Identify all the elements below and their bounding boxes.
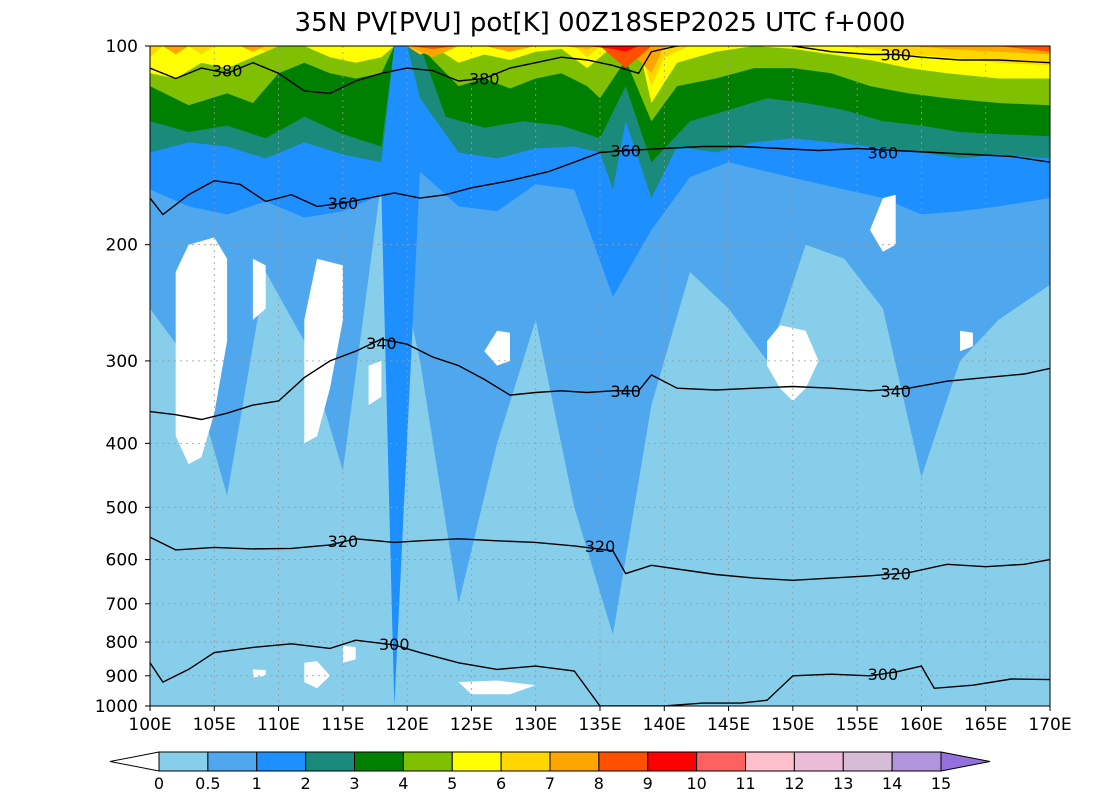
contour-label-340: 340 [610, 382, 641, 401]
x-tick-label: 155E [836, 715, 879, 735]
colorbar-under-arrow [109, 751, 160, 772]
colorbar-swatch [793, 751, 844, 772]
y-tick-label: 900 [106, 667, 138, 687]
x-tick-label: 140E [643, 715, 686, 735]
colorbar-label: 10 [686, 774, 706, 793]
x-tick-label: 125E [450, 715, 493, 735]
potential-temperature-contours: 300 300 320 320 320 340 340 340 360 360 360 380 380 3… [150, 45, 1050, 706]
x-tick-label: 150E [771, 715, 814, 735]
shading-below-zero-1 [252, 258, 266, 320]
colorbar-label: 0.5 [195, 774, 220, 793]
colorbar-swatch [842, 751, 893, 772]
x-axis: 100E 105E 110E 115E 120E 125E 130E 135E 140E 145E… [128, 706, 1072, 735]
y-tick-label: 300 [106, 352, 138, 372]
shading-below-zero-9 [252, 669, 266, 678]
contour-300 [150, 639, 1050, 706]
contour-360 [150, 145, 1050, 216]
x-tick-label: 145E [707, 715, 750, 735]
shading-below-zero-2 [304, 258, 343, 444]
x-tick-label: 170E [1028, 715, 1071, 735]
x-tick-label: 110E [257, 715, 300, 735]
colorbar-swatch [745, 751, 795, 772]
contour-label-360: 360 [868, 144, 899, 163]
colorbar-label: 11 [735, 774, 755, 793]
colorbar-label: 9 [643, 774, 653, 793]
colorbar-swatch [354, 751, 404, 772]
contour-label-340: 340 [880, 382, 911, 401]
y-tick-label: 800 [106, 633, 138, 653]
y-tick-label: 500 [106, 498, 138, 518]
colorbar-swatch [158, 751, 209, 772]
colorbar-label: 12 [784, 774, 804, 793]
contour-label-300: 300 [868, 665, 899, 684]
shading-below-zero-3 [368, 360, 382, 406]
contour-380 [150, 46, 1050, 95]
colorbar-swatch [891, 751, 942, 772]
x-tick-label: 115E [321, 715, 364, 735]
contour-label-380: 380 [469, 69, 500, 88]
contour-label-360: 360 [610, 142, 641, 161]
shading-level-6 [150, 46, 1050, 87]
shading-below-zero-10 [342, 645, 356, 663]
shading-below-zero-5 [767, 325, 819, 401]
colorbar-label: 4 [398, 774, 408, 793]
colorbar-label: 3 [349, 774, 359, 793]
colorbar-label: 14 [882, 774, 902, 793]
colorbar-swatch [207, 751, 258, 772]
colorbar-swatch [256, 751, 307, 772]
y-tick-label: 400 [106, 434, 138, 454]
x-tick-label: 135E [578, 715, 621, 735]
x-tick-label: 105E [193, 715, 236, 735]
colorbar-label: 2 [301, 774, 311, 793]
shading-below-zero-7 [960, 330, 973, 352]
colorbar-label: 6 [496, 774, 506, 793]
shading-below-zero-11 [458, 680, 536, 695]
shading-below-zero-4 [484, 330, 510, 366]
y-axis: 100 200 300 400 500 600 700 800 900 1000 [95, 37, 150, 717]
y-tick-label: 200 [106, 236, 138, 256]
colorbar-over-arrow [940, 751, 991, 772]
contour-label-360: 360 [328, 194, 359, 213]
colorbar-swatch [500, 751, 551, 772]
colorbar-swatch [549, 751, 600, 772]
colorbar-label: 13 [833, 774, 853, 793]
contour-label-300: 300 [379, 635, 410, 654]
colorbar-swatch [696, 751, 746, 772]
contour-label-380: 380 [212, 62, 243, 81]
x-tick-label: 130E [514, 715, 557, 735]
colorbar-swatch [451, 751, 502, 772]
contour-label-320: 320 [328, 532, 359, 551]
shading-below-zero-6 [870, 194, 896, 252]
x-tick-label: 120E [386, 715, 429, 735]
colorbar-label: 8 [594, 774, 604, 793]
shading-below-zero-8 [304, 661, 330, 689]
contour-label-380: 380 [880, 45, 911, 64]
contour-label-340: 340 [366, 334, 397, 353]
colorbar-swatch [305, 751, 355, 772]
colorbar-swatch [598, 751, 649, 772]
y-tick-label: 1000 [95, 697, 138, 717]
chart-title: 35N PV[PVU] pot[K] 00Z18SEP2025 UTC f+00… [295, 8, 906, 38]
contour-label-320: 320 [880, 565, 911, 584]
shading-level-7 [150, 46, 1050, 74]
colorbar-swatch [647, 751, 698, 772]
y-tick-label: 700 [106, 595, 138, 615]
colorbar-swatch [402, 751, 453, 772]
x-tick-label: 165E [964, 715, 1007, 735]
y-tick-label: 100 [106, 37, 138, 57]
contour-320 [150, 536, 1050, 582]
x-tick-label: 160E [900, 715, 943, 735]
y-tick-label: 600 [106, 551, 138, 571]
x-tick-label: 100E [128, 715, 171, 735]
colorbar-label: 1 [252, 774, 262, 793]
colorbar: 0 0.5 1 2 3 4 5 6 7 8 9 10 11 12 13 14 15 [109, 751, 991, 793]
contour-340 [150, 338, 1050, 421]
colorbar-label: 15 [931, 774, 951, 793]
colorbar-label: 5 [447, 774, 457, 793]
colorbar-label: 0 [154, 774, 164, 793]
contour-label-320: 320 [585, 537, 616, 556]
colorbar-label: 7 [545, 774, 555, 793]
